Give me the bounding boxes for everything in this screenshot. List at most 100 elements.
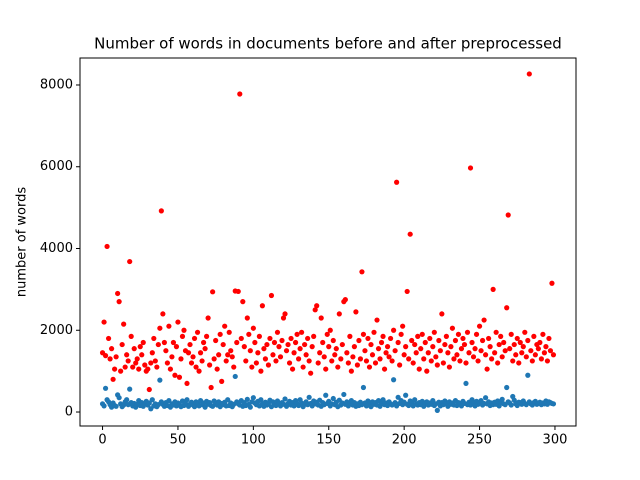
point: [255, 350, 261, 356]
point: [464, 329, 471, 335]
point: [326, 344, 332, 350]
point: [184, 380, 190, 387]
point: [449, 325, 456, 331]
point: [110, 376, 116, 382]
point: [505, 212, 511, 218]
point: [323, 392, 329, 398]
y-tick-label: 4000: [40, 241, 73, 256]
point: [238, 335, 244, 342]
point: [228, 348, 234, 354]
point: [115, 290, 121, 297]
point: [268, 292, 275, 299]
point: [510, 358, 516, 364]
point: [431, 329, 437, 335]
point: [101, 319, 107, 325]
point: [501, 339, 507, 346]
point: [317, 350, 323, 356]
point: [522, 329, 528, 335]
point: [461, 341, 468, 348]
point: [130, 364, 136, 370]
point: [222, 323, 228, 329]
point: [279, 337, 285, 344]
point: [217, 331, 223, 337]
point: [401, 352, 407, 358]
point: [463, 380, 469, 387]
point: [219, 378, 225, 384]
point: [366, 364, 373, 370]
point: [507, 346, 513, 352]
point: [306, 358, 312, 364]
point: [210, 289, 216, 295]
point: [375, 346, 382, 352]
point: [240, 299, 246, 305]
point: [540, 331, 546, 337]
point: [276, 344, 282, 350]
point: [378, 339, 385, 346]
point: [291, 350, 297, 356]
point: [394, 179, 400, 185]
point: [374, 317, 380, 323]
point: [475, 358, 481, 364]
point: [146, 386, 152, 393]
point: [308, 370, 314, 376]
point: [199, 358, 205, 364]
point: [187, 341, 193, 348]
point: [487, 344, 493, 350]
point: [511, 341, 517, 348]
point: [549, 280, 555, 286]
point: [490, 286, 496, 292]
point: [185, 350, 192, 356]
y-tick-label: 2000: [40, 323, 73, 338]
point: [327, 327, 333, 333]
point: [532, 352, 538, 358]
point: [338, 356, 344, 362]
point: [265, 362, 272, 368]
point: [407, 231, 413, 237]
y-tick-label: 0: [65, 405, 73, 420]
point: [504, 384, 510, 391]
point: [102, 353, 109, 359]
point: [220, 341, 226, 348]
point: [469, 339, 475, 346]
point: [415, 333, 421, 339]
point: [181, 327, 187, 333]
point: [384, 344, 391, 350]
point: [529, 358, 535, 364]
point: [440, 360, 446, 366]
point: [541, 350, 548, 356]
point: [223, 358, 229, 364]
point: [482, 352, 489, 358]
point: [433, 354, 439, 360]
point: [360, 331, 367, 337]
point: [173, 344, 180, 350]
x-tick-label: 100: [241, 433, 266, 448]
point: [259, 303, 265, 309]
point: [139, 352, 145, 358]
point: [309, 344, 315, 350]
point: [149, 397, 155, 403]
point: [158, 208, 164, 214]
point: [289, 366, 296, 372]
point: [484, 366, 490, 372]
point: [397, 362, 403, 368]
point: [457, 358, 463, 364]
point: [335, 364, 341, 370]
point: [271, 339, 278, 346]
point: [225, 397, 231, 403]
point: [479, 337, 486, 344]
point: [434, 362, 440, 368]
point: [283, 348, 290, 354]
point: [546, 335, 552, 342]
point: [404, 288, 410, 295]
point: [200, 339, 207, 346]
point: [160, 311, 166, 317]
point: [311, 333, 317, 339]
point: [161, 339, 167, 346]
point: [226, 329, 232, 335]
point: [320, 339, 326, 346]
point: [102, 385, 109, 391]
point: [513, 352, 519, 358]
point: [508, 402, 514, 408]
point: [244, 315, 250, 321]
point: [315, 360, 321, 366]
